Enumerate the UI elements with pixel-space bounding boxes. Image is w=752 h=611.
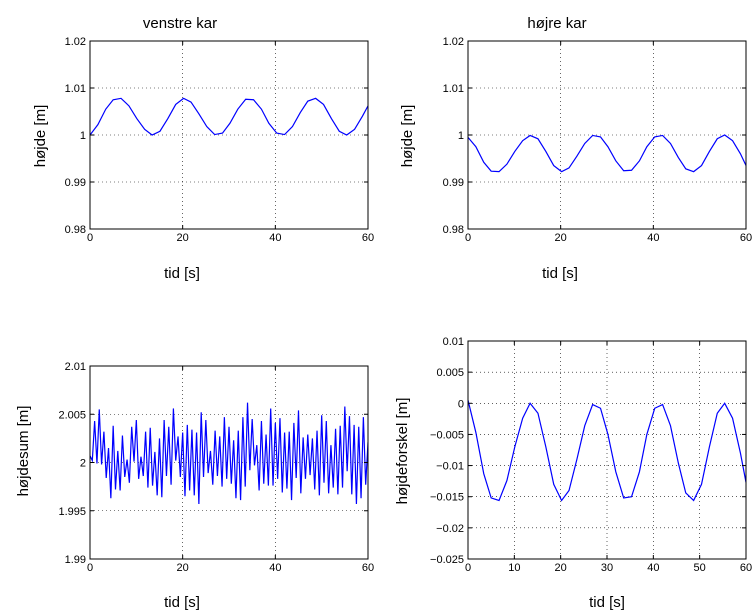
y-tick-label: −0.025 (430, 554, 464, 566)
x-tick-label: 50 (694, 562, 706, 574)
x-axis-label: tid [s] (164, 265, 200, 282)
y-axis-label: højdeforskel [m] (394, 398, 411, 505)
y-tick-label: 1.02 (65, 36, 86, 48)
plot-hojre-kar: højre kar tid [s] højde [m] 0 20 40 60 0.98 0… (399, 15, 752, 282)
plot-title: venstre kar (143, 15, 217, 32)
y-tick-label: 2.01 (65, 361, 86, 373)
plot-area (90, 366, 368, 559)
x-tick-label: 40 (269, 232, 281, 244)
x-tick-label: 0 (465, 562, 471, 574)
series-line (468, 400, 746, 502)
x-tick-label: 40 (269, 562, 281, 574)
y-axis-label: højde [m] (32, 105, 49, 168)
plot-area (90, 41, 368, 229)
y-tick-label: 0.98 (443, 224, 464, 236)
x-tick-label: 60 (362, 232, 374, 244)
y-tick-label: 0.01 (443, 336, 464, 348)
x-tick-label: 0 (465, 232, 471, 244)
series-line (468, 134, 746, 173)
y-tick-label: 1.01 (65, 83, 86, 95)
y-tick-label: 2.005 (58, 409, 86, 421)
plot-title: højre kar (527, 15, 586, 32)
y-tick-label: −0.01 (436, 461, 464, 473)
x-tick-label: 0 (87, 232, 93, 244)
y-tick-label: 0 (458, 398, 464, 410)
plot-hojdeforskel: tid [s] højdeforskel [m] 0 10 20 30 40 50 60 −0… (394, 336, 752, 611)
plot-hojdesum: tid [s] højdesum [m] 0 20 40 60 1.99 1.995 2 2.… (15, 361, 374, 611)
y-tick-label: 0.98 (65, 224, 86, 236)
x-axis-label: tid [s] (589, 594, 625, 611)
x-tick-label: 10 (508, 562, 520, 574)
y-tick-label: 0.005 (436, 367, 464, 379)
x-axis-label: tid [s] (164, 594, 200, 611)
y-tick-label: 2 (80, 458, 86, 470)
plot-area (468, 41, 746, 229)
x-tick-label: 60 (362, 562, 374, 574)
y-tick-label: 1 (80, 130, 86, 142)
x-tick-label: 60 (740, 562, 752, 574)
x-tick-label: 40 (647, 232, 659, 244)
y-tick-label: −0.02 (436, 523, 464, 535)
y-tick-label: −0.005 (430, 429, 464, 441)
series-line (90, 97, 368, 136)
y-tick-label: 1 (458, 130, 464, 142)
y-tick-label: −0.015 (430, 492, 464, 504)
series-line (90, 402, 368, 505)
x-tick-label: 30 (601, 562, 613, 574)
y-tick-label: 1.995 (58, 506, 86, 518)
x-axis-label: tid [s] (542, 265, 578, 282)
x-tick-label: 0 (87, 562, 93, 574)
x-tick-label: 20 (555, 232, 567, 244)
x-tick-label: 20 (177, 562, 189, 574)
y-axis-label: højdesum [m] (15, 406, 32, 497)
y-tick-label: 1.02 (443, 36, 464, 48)
y-tick-label: 1.01 (443, 83, 464, 95)
x-tick-label: 40 (647, 562, 659, 574)
y-axis-label: højde [m] (399, 105, 416, 168)
x-tick-label: 20 (177, 232, 189, 244)
plot-venstre-kar: venstre kar tid [s] højde [m] 0 20 40 60 0.9… (32, 15, 374, 282)
x-tick-label: 60 (740, 232, 752, 244)
y-tick-label: 1.99 (65, 554, 86, 566)
y-tick-label: 0.99 (443, 177, 464, 189)
x-tick-label: 20 (555, 562, 567, 574)
y-tick-label: 0.99 (65, 177, 86, 189)
